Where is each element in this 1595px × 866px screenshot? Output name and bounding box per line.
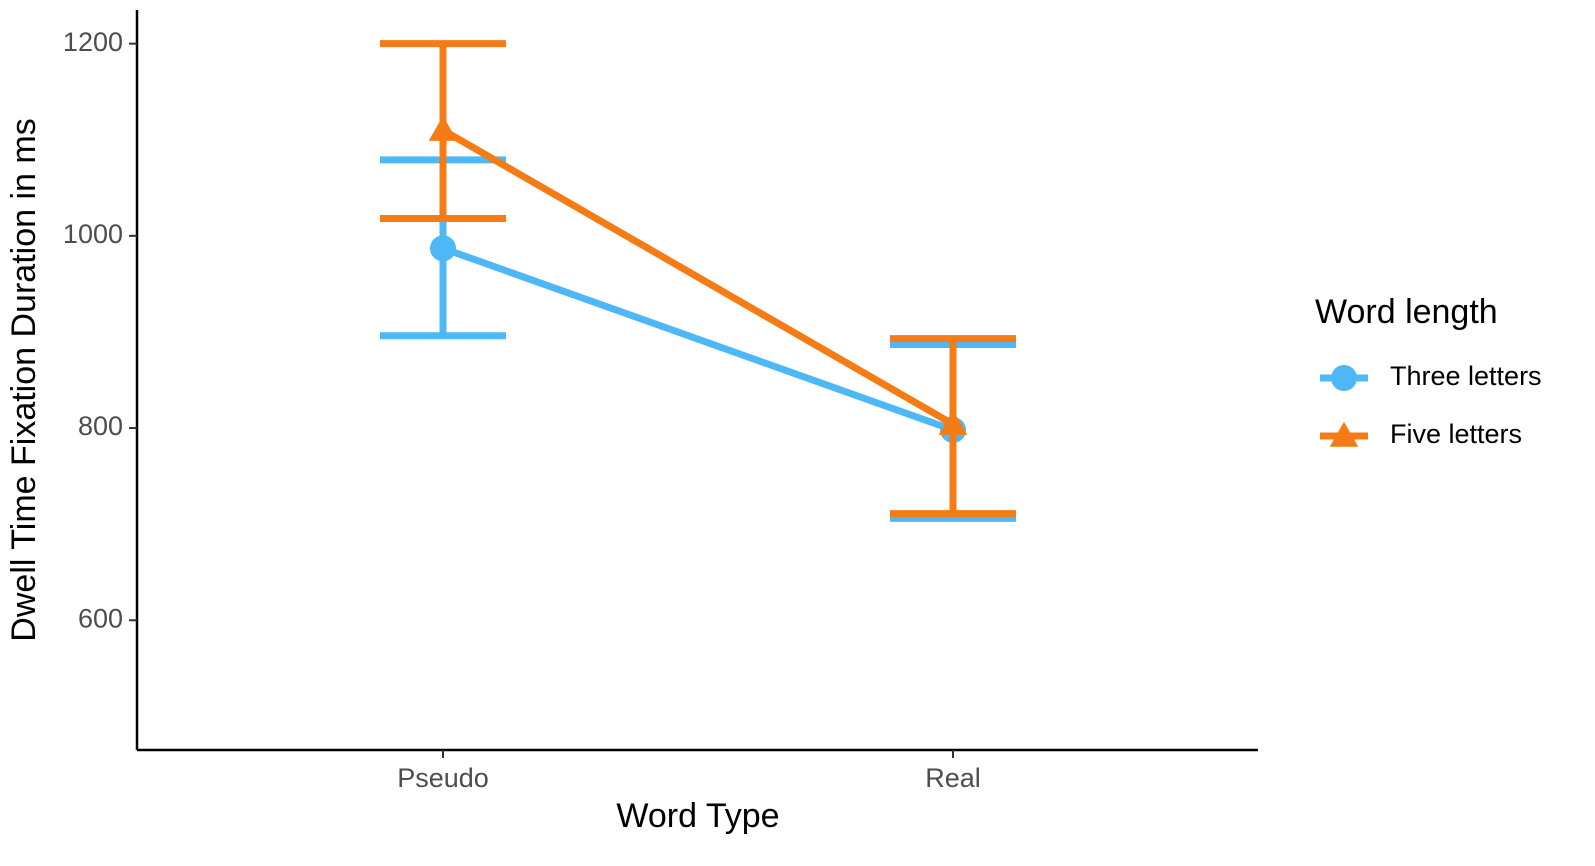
x-axis-title: Word Type xyxy=(616,797,779,835)
y-tick-label: 1000 xyxy=(63,219,123,249)
y-axis-title: Dwell Time Fixation Duration in ms xyxy=(5,118,43,641)
marker xyxy=(428,115,458,141)
legend-marker xyxy=(1329,421,1359,447)
marker xyxy=(430,235,456,262)
y-tick-label: 800 xyxy=(78,411,123,441)
series-line xyxy=(441,127,955,428)
y-tick-label: 600 xyxy=(78,603,123,633)
legend-title: Word length xyxy=(1315,293,1498,331)
x-tick-label: Pseudo xyxy=(397,763,489,793)
marker xyxy=(938,409,968,435)
legend-marker xyxy=(1331,365,1357,391)
legend-label: Three letters xyxy=(1390,361,1542,391)
legend-label: Five letters xyxy=(1390,419,1522,449)
series-line xyxy=(441,245,955,434)
x-tick-label: Real xyxy=(925,763,981,793)
y-tick-label: 1200 xyxy=(63,27,123,57)
